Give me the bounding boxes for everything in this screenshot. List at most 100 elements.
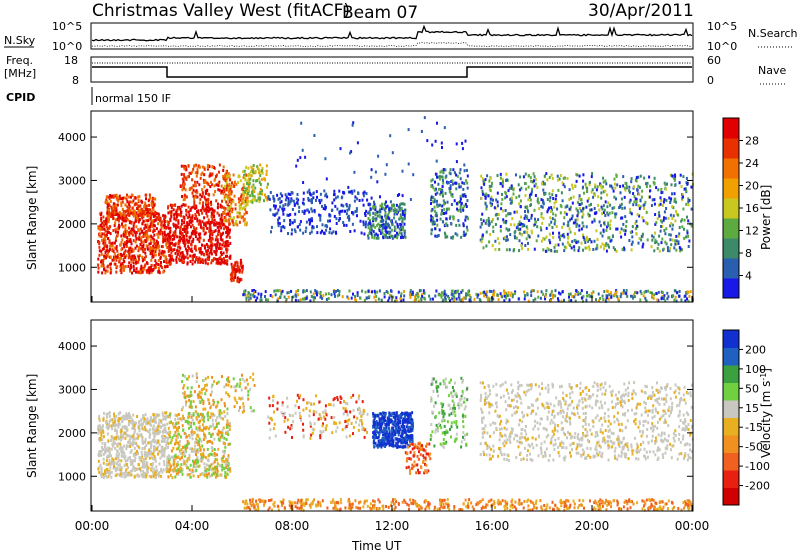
- echo-cell: [625, 292, 628, 296]
- echo-cell: [214, 243, 217, 247]
- echo-cell: [193, 164, 196, 168]
- echo-cell: [163, 250, 166, 254]
- echo-cell: [410, 293, 413, 297]
- echo-cell: [490, 195, 493, 199]
- echo-cell: [186, 225, 189, 229]
- echo-cell: [347, 190, 350, 194]
- echo-cell: [215, 199, 218, 203]
- echo-cell: [105, 195, 108, 199]
- echo-cell: [360, 231, 363, 235]
- echo-cell: [268, 197, 271, 201]
- echo-cell: [302, 197, 305, 201]
- echo-cell: [370, 168, 373, 172]
- echo-cell: [194, 213, 197, 216]
- echo-cell: [577, 240, 580, 244]
- echo-cell: [519, 175, 522, 179]
- echo-cell: [114, 221, 117, 225]
- echo-cell: [400, 202, 403, 206]
- echo-cell: [291, 191, 294, 195]
- echo-cell: [242, 186, 245, 190]
- echo-cell: [551, 193, 554, 197]
- echo-cell: [338, 293, 341, 297]
- echo-cell: [189, 260, 192, 263]
- echo-cell: [193, 204, 196, 208]
- echo-cell: [225, 226, 228, 230]
- echo-cell: [98, 417, 101, 421]
- echo-cell: [123, 241, 126, 245]
- echo-cell: [297, 299, 300, 303]
- echo-cell: [175, 472, 178, 476]
- echo-cell: [181, 252, 184, 256]
- echo-cell: [602, 228, 605, 232]
- echo-cell: [356, 197, 359, 201]
- echo-cell: [349, 230, 352, 233]
- echo-cell: [192, 167, 195, 171]
- echo-cell: [163, 440, 166, 443]
- echo-cell: [154, 266, 157, 270]
- echo-cell: [448, 296, 451, 300]
- echo-cell: [411, 290, 414, 294]
- echo-cell: [247, 189, 250, 193]
- echo-cell: [167, 246, 170, 250]
- echo-cell: [161, 411, 164, 415]
- echo-cell: [481, 189, 484, 193]
- echo-cell: [678, 181, 681, 185]
- echo-cell: [311, 209, 314, 213]
- echo-cell: [567, 236, 570, 240]
- echo-cell: [137, 206, 140, 210]
- echo-cell: [128, 439, 131, 443]
- echo-cell: [120, 454, 123, 458]
- echo-cell: [652, 296, 655, 300]
- echo-cell: [550, 248, 553, 252]
- echo-cell: [102, 476, 105, 479]
- echo-cell: [588, 180, 591, 184]
- echo-cell: [483, 290, 486, 294]
- cpid-label: CPID: [6, 91, 35, 104]
- echo-cell: [466, 181, 469, 185]
- echo-cell: [530, 213, 533, 217]
- echo-cell: [524, 214, 527, 218]
- echo-cell: [124, 227, 127, 231]
- echo-cell: [400, 206, 403, 210]
- echo-cell: [251, 289, 254, 293]
- echo-cell: [224, 460, 227, 464]
- echo-cell: [451, 292, 454, 296]
- echo-cell: [160, 474, 162, 478]
- echo-cell: [186, 250, 189, 254]
- echo-cell: [230, 274, 233, 278]
- echo-cell: [223, 195, 226, 199]
- echo-cell: [455, 223, 458, 227]
- echo-cell: [549, 196, 552, 200]
- echo-cell: [144, 225, 147, 229]
- echo-cell: [544, 191, 547, 195]
- echo-cell: [160, 421, 163, 424]
- echo-cell: [97, 425, 100, 428]
- echo-cell: [101, 441, 104, 445]
- echo-cell: [131, 254, 134, 258]
- echo-cell: [391, 234, 393, 238]
- echo-cell: [479, 225, 482, 229]
- echo-cell: [100, 470, 103, 474]
- echo-cell: [606, 289, 609, 293]
- echo-cell: [172, 208, 175, 212]
- echo-cell: [117, 219, 120, 223]
- freq-label: Freq.: [6, 54, 33, 67]
- echo-cell: [168, 248, 170, 252]
- ytick-label: 4000: [58, 131, 86, 144]
- echo-cell: [154, 244, 157, 248]
- echo-cell: [516, 225, 519, 229]
- echo-cell: [554, 219, 557, 223]
- echo-cell: [114, 417, 116, 421]
- echo-cell: [188, 215, 191, 219]
- echo-cell: [364, 225, 367, 229]
- echo-cell: [220, 259, 223, 263]
- echo-cell: [137, 255, 140, 259]
- echo-cell: [442, 293, 445, 297]
- echo-cell: [370, 224, 373, 228]
- echo-cell: [164, 239, 167, 242]
- echo-cell: [278, 216, 281, 220]
- echo-cell: [463, 233, 466, 237]
- echo-cell: [170, 210, 173, 214]
- echo-cell: [251, 191, 254, 195]
- echo-cell: [147, 441, 150, 445]
